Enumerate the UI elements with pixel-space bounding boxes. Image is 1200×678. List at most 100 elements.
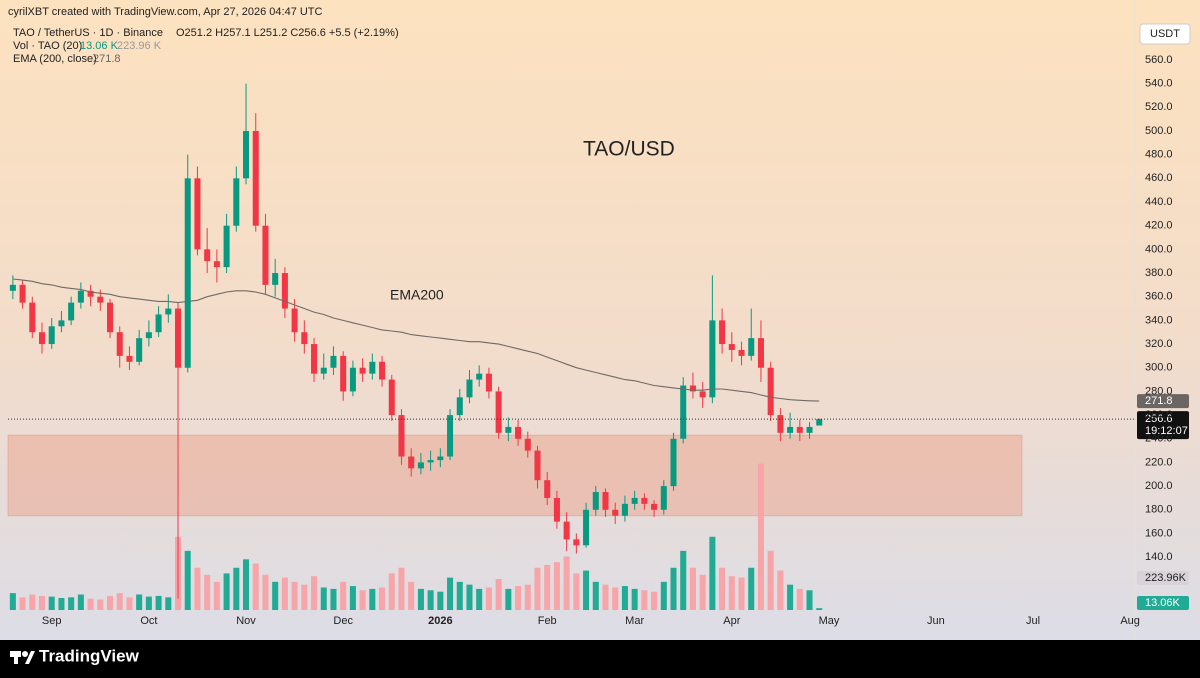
candle-body: [699, 391, 706, 398]
candle-body: [281, 273, 288, 309]
x-tick-label: Jul: [1026, 615, 1040, 627]
x-tick-label: Oct: [140, 615, 157, 627]
volume-bar: [320, 587, 327, 610]
candle-body: [408, 456, 415, 469]
candle-body: [505, 426, 512, 433]
volume-bar: [495, 579, 502, 610]
ema-line: [12, 278, 820, 402]
volume-bar: [29, 594, 36, 610]
volume-bar: [145, 596, 152, 610]
ema-annotation: EMA200: [390, 287, 444, 303]
volume-bar: [699, 574, 706, 610]
volume-bar: [553, 562, 560, 610]
volume-bar: [184, 550, 191, 610]
x-tick-label: Apr: [723, 615, 740, 627]
candle-body: [466, 379, 473, 398]
volume-bar: [349, 586, 356, 610]
candle-body: [544, 480, 551, 498]
volume-bar: [466, 584, 473, 610]
candle-body: [553, 497, 560, 522]
x-tick-label: 2026: [428, 615, 452, 627]
volume-bar: [417, 588, 424, 610]
legend-volume-last: 13.06 K: [80, 40, 119, 52]
volume-bar: [719, 567, 726, 610]
volume-bar: [583, 570, 590, 610]
candle-body: [728, 344, 735, 350]
y-tick-label: 160.0: [1145, 527, 1173, 539]
y-tick-label: 460.0: [1145, 172, 1173, 184]
volume-bar: [359, 590, 366, 610]
volume-bar: [660, 581, 667, 610]
candle-body: [213, 261, 220, 268]
volume-bar: [68, 597, 75, 610]
candle-body: [485, 373, 492, 392]
volume-bar: [437, 591, 444, 610]
candle-body: [175, 308, 182, 368]
volume-bar: [301, 584, 308, 610]
candle-body: [58, 320, 65, 327]
candle-body: [9, 284, 16, 291]
x-tick-label: Dec: [333, 615, 353, 627]
volume-bar: [97, 599, 104, 610]
volume-bar: [447, 577, 454, 610]
ema-price-label: 271.8: [1145, 395, 1173, 407]
x-tick-label: Jun: [927, 615, 945, 627]
volume-bar: [330, 588, 337, 610]
volume-bar: [816, 608, 823, 610]
volume-bar: [116, 593, 123, 610]
candle-body: [223, 225, 230, 268]
candle-body: [194, 178, 201, 250]
volume-bar: [369, 588, 376, 610]
volume-bar: [379, 587, 386, 610]
volume-bar: [204, 574, 211, 610]
volume-bar: [456, 581, 463, 610]
volume-bar: [534, 567, 541, 610]
volume-bar: [757, 463, 764, 610]
countdown-label: 19:12:07: [1145, 425, 1188, 437]
y-tick-label: 220.0: [1145, 456, 1173, 468]
candle-body: [97, 296, 104, 303]
candle-body: [796, 426, 803, 433]
candle-body: [806, 426, 813, 433]
candle-body: [437, 456, 444, 461]
y-tick-label: 420.0: [1145, 220, 1173, 232]
currency-box: [1139, 23, 1191, 45]
candle-body: [738, 349, 745, 356]
candle-body: [816, 419, 823, 426]
candle-body: [87, 290, 94, 297]
legend-volume: Vol · TAO (20): [13, 40, 82, 52]
volume-bar: [748, 567, 755, 610]
volume-bar: [252, 563, 259, 610]
volume-bar: [38, 595, 46, 610]
volume-bar: [48, 596, 55, 610]
legend-ema-last: 271.8: [93, 53, 121, 65]
candle-body: [252, 130, 259, 226]
candle-body: [689, 385, 696, 392]
volume-bar: [340, 581, 347, 610]
candle-body: [621, 503, 628, 516]
candle-body: [243, 130, 250, 179]
candle-body: [757, 338, 764, 368]
volume-bar: [621, 586, 628, 610]
volume-bar: [670, 567, 677, 610]
candle-body: [301, 332, 308, 345]
candle-body: [592, 492, 599, 510]
candle-body: [77, 290, 84, 303]
volume-bar: [602, 584, 609, 610]
candle-body: [29, 302, 36, 333]
volume-bar: [573, 573, 580, 610]
candle-body: [155, 314, 162, 333]
candle-body: [787, 426, 794, 433]
x-tick-label: Mar: [625, 615, 644, 627]
y-tick-label: 520.0: [1145, 101, 1173, 113]
x-tick-label: Feb: [538, 615, 557, 627]
volume-label-box: [1137, 596, 1189, 610]
candle-body: [311, 344, 318, 374]
legend-ema: EMA (200, close): [13, 53, 97, 65]
candle-body: [767, 367, 774, 416]
volume-bar: [505, 588, 512, 610]
volume-bar: [107, 595, 114, 610]
candle-body: [379, 361, 386, 380]
candle-body: [680, 385, 687, 439]
